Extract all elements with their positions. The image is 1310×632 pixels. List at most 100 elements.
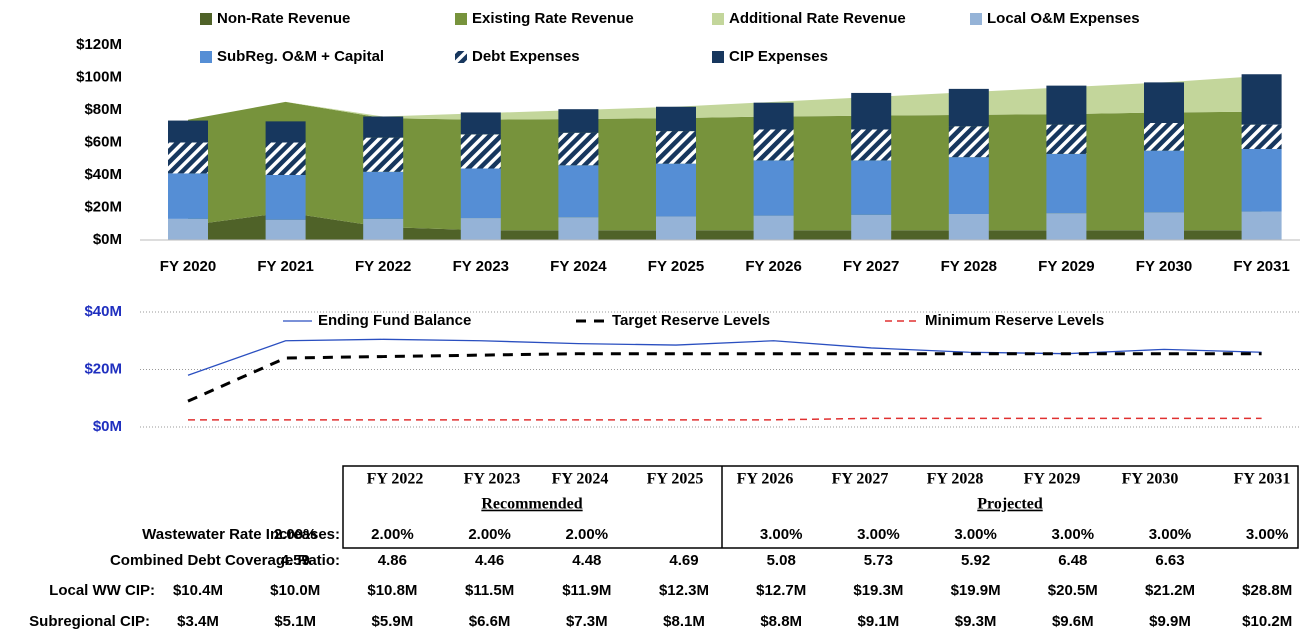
x-tick-label: FY 2021 — [257, 258, 313, 275]
bar — [460, 112, 501, 135]
legend-label: Additional Rate Revenue — [729, 10, 906, 27]
table-header: FY 2024 — [552, 471, 609, 488]
table-group: Recommended — [481, 496, 582, 513]
bar — [168, 173, 208, 219]
bar — [753, 215, 794, 240]
bar — [363, 171, 404, 219]
legend-label: SubReg. O&M + Capital — [217, 48, 384, 65]
bar — [851, 92, 892, 130]
bar — [265, 219, 306, 240]
cell: $11.5M — [465, 582, 514, 599]
bar — [460, 134, 501, 169]
bar — [1046, 153, 1087, 214]
y-tick-label: $100M — [76, 68, 122, 85]
cell: $19.3M — [853, 582, 903, 599]
cell: $28.8M — [1242, 582, 1292, 599]
x-tick-label: FY 2030 — [1136, 258, 1192, 275]
cell: 5.73 — [864, 552, 893, 569]
bar — [851, 160, 892, 215]
bar — [558, 165, 599, 218]
x-tick-label: FY 2025 — [648, 258, 704, 275]
line — [188, 417, 1262, 421]
legend-swatch — [712, 51, 724, 63]
x-tick-label: FY 2031 — [1233, 258, 1289, 275]
cell: 4.69 — [669, 552, 698, 569]
y-tick-label: $20M — [84, 360, 122, 377]
legend-label: CIP Expenses — [729, 48, 828, 65]
cell: 6.48 — [1058, 552, 1087, 569]
bar — [460, 168, 501, 219]
x-tick-label: FY 2020 — [160, 258, 216, 275]
bar — [265, 142, 306, 175]
legend-swatch — [200, 13, 212, 25]
bar — [1144, 82, 1184, 123]
legend-swatch — [200, 51, 212, 63]
bar — [363, 137, 404, 172]
bar — [558, 132, 599, 166]
bar — [1144, 123, 1184, 151]
bar — [1241, 211, 1282, 240]
cell: 3.00% — [1246, 526, 1289, 543]
x-tick-label: FY 2024 — [550, 258, 607, 275]
y-tick-label: $0M — [93, 231, 122, 248]
bar — [265, 121, 306, 143]
cell: $6.6M — [469, 613, 511, 630]
table-header: FY 2028 — [927, 471, 984, 488]
cell: 4.46 — [475, 552, 504, 569]
table-box — [342, 465, 1299, 549]
bar — [1144, 150, 1184, 213]
legend-label: Non-Rate Revenue — [217, 10, 350, 27]
legend-label: Minimum Reserve Levels — [925, 312, 1104, 329]
cell: $12.3M — [659, 582, 709, 599]
cell: 4.59 — [281, 552, 310, 569]
row-label: Wastewater Rate Increases: — [142, 526, 340, 543]
cell: $8.8M — [760, 613, 802, 630]
row-label: Subregional CIP: — [29, 613, 150, 630]
bar — [948, 157, 989, 214]
x-tick-label: FY 2023 — [453, 258, 509, 275]
table-header: FY 2029 — [1024, 471, 1081, 488]
bar — [948, 214, 989, 240]
y-tick-label: $120M — [76, 36, 122, 53]
cell: $5.9M — [372, 613, 414, 630]
cell: 3.00% — [1149, 526, 1192, 543]
x-tick-label: FY 2027 — [843, 258, 899, 275]
area — [188, 75, 1262, 120]
y-tick-label: $80M — [84, 101, 122, 118]
y-tick-label: $0M — [93, 418, 122, 435]
cell: $5.1M — [274, 613, 316, 630]
table-header: FY 2031 — [1234, 471, 1291, 488]
bar — [363, 116, 404, 138]
x-tick-label: FY 2022 — [355, 258, 411, 275]
y-tick-label: $20M — [84, 198, 122, 215]
table-header: FY 2026 — [737, 471, 794, 488]
bar — [753, 129, 794, 161]
cell: $20.5M — [1048, 582, 1098, 599]
y-tick-label: $40M — [84, 303, 122, 320]
line — [187, 352, 1262, 403]
bar — [1241, 74, 1282, 125]
legend-label: Debt Expenses — [472, 48, 580, 65]
bar — [656, 131, 696, 164]
bar — [558, 109, 599, 133]
cell: 3.00% — [1052, 526, 1095, 543]
bar — [948, 126, 989, 158]
x-tick-label: FY 2026 — [745, 258, 801, 275]
cell: 3.00% — [760, 526, 803, 543]
bar — [753, 102, 794, 130]
bar — [168, 142, 208, 174]
bar — [948, 88, 989, 127]
table-header: FY 2027 — [832, 471, 889, 488]
bar — [265, 175, 306, 220]
cell: $10.0M — [270, 582, 320, 599]
cell: 2.00% — [468, 526, 511, 543]
cell: $11.9M — [562, 582, 611, 599]
bar — [851, 129, 892, 161]
bar — [168, 120, 208, 143]
cell: $3.4M — [177, 613, 219, 630]
bar — [656, 106, 696, 132]
bar — [1046, 213, 1087, 240]
legend-label: Target Reserve Levels — [612, 312, 770, 329]
cell: $8.1M — [663, 613, 705, 630]
row-label: Local WW CIP: — [49, 582, 155, 599]
